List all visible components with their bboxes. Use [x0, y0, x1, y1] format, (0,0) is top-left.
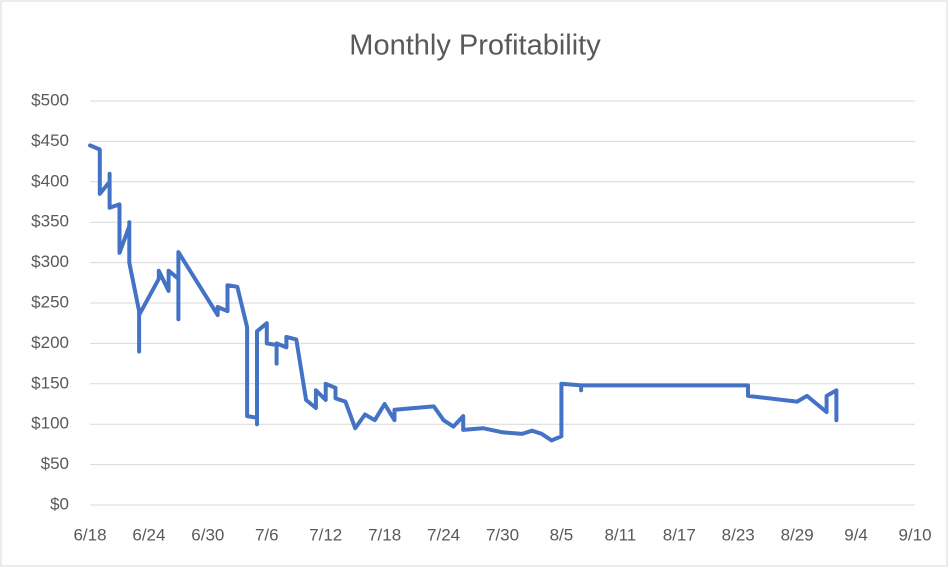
y-tick-label: $100 [31, 414, 69, 433]
x-tick-label: 8/29 [781, 525, 814, 544]
x-tick-label: 7/24 [427, 525, 460, 544]
y-tick-label: $400 [31, 171, 69, 190]
y-tick-label: $250 [31, 292, 69, 311]
x-tick-label: 7/6 [255, 525, 279, 544]
x-tick-label: 8/23 [722, 525, 755, 544]
y-tick-label: $50 [41, 454, 69, 473]
chart-title: Monthly Profitability [349, 30, 601, 62]
x-tick-label: 9/10 [898, 525, 931, 544]
y-tick-label: $450 [31, 131, 69, 150]
x-tick-label: 8/5 [550, 525, 574, 544]
x-tick-label: 6/24 [132, 525, 165, 544]
x-tick-label: 6/30 [191, 525, 224, 544]
y-tick-label: $350 [31, 212, 69, 231]
data-line [88, 143, 839, 443]
y-tick-label: $150 [31, 373, 69, 392]
x-tick-label: 6/18 [73, 525, 106, 544]
x-tick-label: 7/18 [368, 525, 401, 544]
x-tick-label: 9/4 [844, 525, 868, 544]
x-tick-label: 7/30 [486, 525, 519, 544]
y-tick-label: $200 [31, 333, 69, 352]
y-tick-label: $500 [31, 90, 69, 109]
y-tick-label: $300 [31, 252, 69, 271]
y-tick-label: $0 [50, 494, 69, 513]
x-tick-label: 7/12 [309, 525, 342, 544]
x-tick-label: 8/11 [604, 525, 636, 544]
x-tick-label: 8/17 [663, 525, 696, 544]
